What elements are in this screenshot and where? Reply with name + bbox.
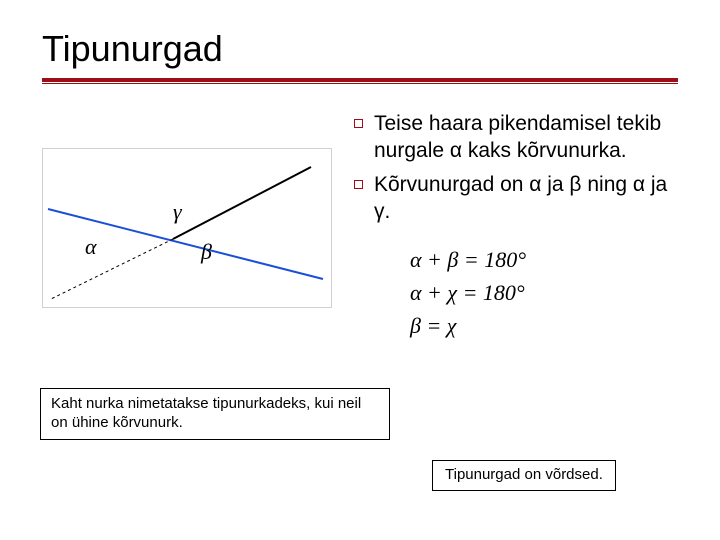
equation: α + χ = 180° <box>410 276 678 309</box>
page-title: Tipunurgad <box>42 28 678 70</box>
label-beta: β <box>201 239 212 265</box>
text-column: Teise haara pikendamisel tekib nurgale α… <box>352 108 678 342</box>
diagram-svg <box>43 149 333 309</box>
diagram-line-dashed <box>51 239 173 299</box>
bullet-marker-icon <box>352 110 374 138</box>
bullet-item: Kõrvunurgad on α ja β ning α ja γ. <box>352 171 678 226</box>
bullet-text: Kõrvunurgad on α ja β ning α ja γ. <box>374 171 678 226</box>
content-row: α β γ Teise haara pikendamisel tekib nur… <box>42 108 678 342</box>
equation: β = χ <box>410 309 678 342</box>
angle-diagram: α β γ <box>42 148 332 308</box>
title-underline <box>42 78 678 84</box>
bullet-marker-icon <box>352 171 374 199</box>
bullet-item: Teise haara pikendamisel tekib nurgale α… <box>352 110 678 165</box>
underline-thin <box>42 83 678 84</box>
diagram-column: α β γ <box>42 108 342 308</box>
equations-block: α + β = 180° α + χ = 180° β = χ <box>352 243 678 342</box>
definition-note: Kaht nurka nimetatakse tipunurkadeks, ku… <box>40 388 390 440</box>
label-alpha: α <box>85 234 97 260</box>
equation: α + β = 180° <box>410 243 678 276</box>
diagram-line-cross <box>173 167 311 239</box>
underline-thick <box>42 78 678 82</box>
label-gamma: γ <box>173 199 182 225</box>
bullet-text: Teise haara pikendamisel tekib nurgale α… <box>374 110 678 165</box>
conclusion-note: Tipunurgad on võrdsed. <box>432 460 616 491</box>
